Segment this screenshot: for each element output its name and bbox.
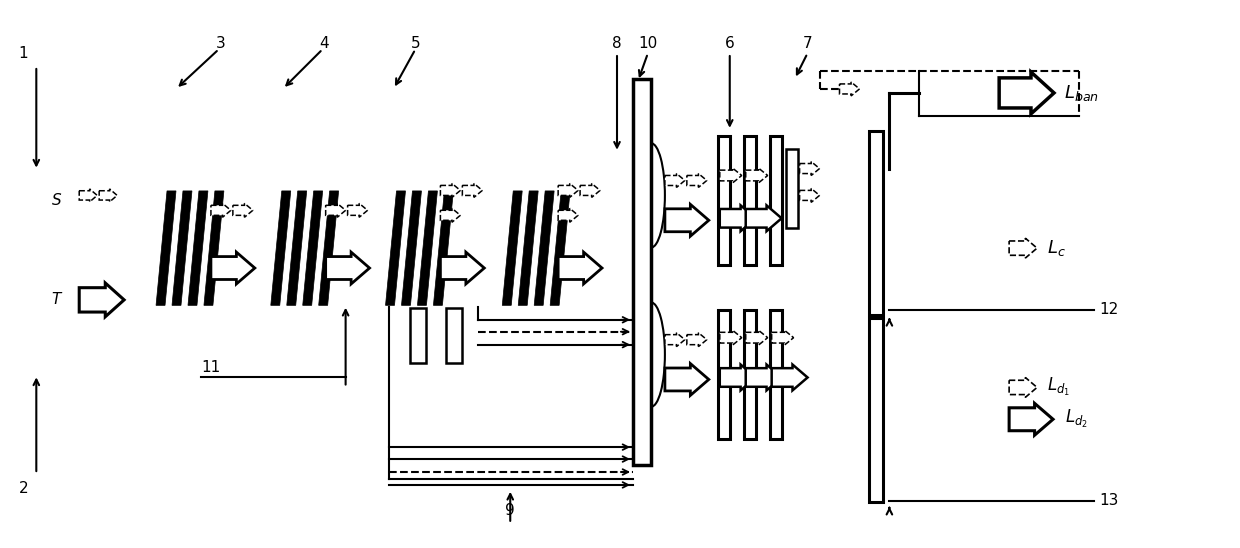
- Polygon shape: [79, 283, 124, 317]
- Polygon shape: [551, 191, 570, 305]
- Polygon shape: [687, 174, 707, 187]
- Text: S: S: [51, 193, 61, 208]
- Polygon shape: [665, 204, 709, 236]
- Bar: [744, 136, 755, 265]
- Polygon shape: [188, 191, 208, 305]
- Polygon shape: [303, 191, 322, 305]
- Polygon shape: [745, 168, 768, 183]
- Polygon shape: [719, 206, 755, 231]
- Text: 8: 8: [613, 36, 621, 50]
- Bar: [446, 308, 463, 363]
- Polygon shape: [558, 184, 578, 197]
- Polygon shape: [839, 82, 859, 96]
- Text: 5: 5: [410, 36, 420, 50]
- Polygon shape: [434, 191, 454, 305]
- Bar: [744, 310, 755, 439]
- Polygon shape: [233, 203, 253, 218]
- Bar: [718, 136, 730, 265]
- Polygon shape: [286, 191, 306, 305]
- Polygon shape: [99, 189, 117, 202]
- Polygon shape: [402, 191, 422, 305]
- Text: 10: 10: [639, 36, 657, 50]
- Polygon shape: [326, 203, 346, 218]
- Polygon shape: [665, 333, 684, 347]
- Bar: [410, 308, 427, 363]
- Bar: [869, 318, 883, 502]
- Polygon shape: [1009, 238, 1037, 258]
- Polygon shape: [79, 189, 97, 202]
- Text: 11: 11: [201, 360, 221, 375]
- Polygon shape: [326, 252, 370, 284]
- Polygon shape: [440, 184, 460, 197]
- Text: 3: 3: [216, 36, 226, 50]
- Polygon shape: [999, 72, 1054, 114]
- Text: 2: 2: [19, 481, 29, 496]
- Bar: [869, 131, 883, 315]
- Text: T: T: [52, 293, 61, 307]
- Polygon shape: [719, 168, 742, 183]
- Polygon shape: [665, 174, 684, 187]
- Polygon shape: [172, 191, 192, 305]
- Polygon shape: [463, 184, 482, 197]
- Polygon shape: [270, 191, 290, 305]
- Polygon shape: [558, 252, 603, 284]
- Polygon shape: [665, 363, 709, 395]
- Text: $\mathit{L_{d_1}}$: $\mathit{L_{d_1}}$: [1047, 376, 1070, 398]
- Polygon shape: [211, 203, 231, 218]
- Polygon shape: [440, 252, 485, 284]
- Polygon shape: [156, 191, 176, 305]
- Polygon shape: [518, 191, 538, 305]
- Polygon shape: [211, 252, 254, 284]
- Text: 1: 1: [19, 45, 29, 61]
- Polygon shape: [534, 191, 554, 305]
- Bar: [770, 310, 781, 439]
- Polygon shape: [800, 162, 820, 175]
- Polygon shape: [687, 333, 707, 347]
- Polygon shape: [502, 191, 522, 305]
- Text: 7: 7: [802, 36, 812, 50]
- Polygon shape: [319, 191, 339, 305]
- Polygon shape: [745, 364, 781, 390]
- Polygon shape: [203, 191, 224, 305]
- Text: 13: 13: [1099, 493, 1118, 509]
- Polygon shape: [347, 203, 367, 218]
- Polygon shape: [719, 364, 755, 390]
- Bar: [632, 79, 651, 465]
- Polygon shape: [386, 191, 405, 305]
- Bar: [786, 149, 797, 228]
- Polygon shape: [800, 189, 820, 202]
- Text: 9: 9: [506, 503, 515, 518]
- Polygon shape: [440, 208, 460, 222]
- Bar: [770, 136, 781, 265]
- Polygon shape: [558, 208, 578, 222]
- Text: $\mathit{L_c}$: $\mathit{L_c}$: [1047, 238, 1066, 258]
- Text: 6: 6: [725, 36, 734, 50]
- Polygon shape: [418, 191, 438, 305]
- Polygon shape: [771, 364, 807, 390]
- Text: $\mathit{L_{d_2}}$: $\mathit{L_{d_2}}$: [1065, 408, 1087, 430]
- Polygon shape: [745, 330, 768, 345]
- Polygon shape: [745, 206, 781, 231]
- Polygon shape: [1009, 403, 1053, 435]
- Polygon shape: [1009, 378, 1037, 397]
- Bar: [718, 310, 730, 439]
- Polygon shape: [771, 330, 794, 345]
- Polygon shape: [719, 330, 742, 345]
- Text: 4: 4: [319, 36, 329, 50]
- Text: 12: 12: [1099, 302, 1118, 317]
- Polygon shape: [580, 184, 600, 197]
- Text: $\mathit{L_{ban}}$: $\mathit{L_{ban}}$: [1064, 83, 1099, 103]
